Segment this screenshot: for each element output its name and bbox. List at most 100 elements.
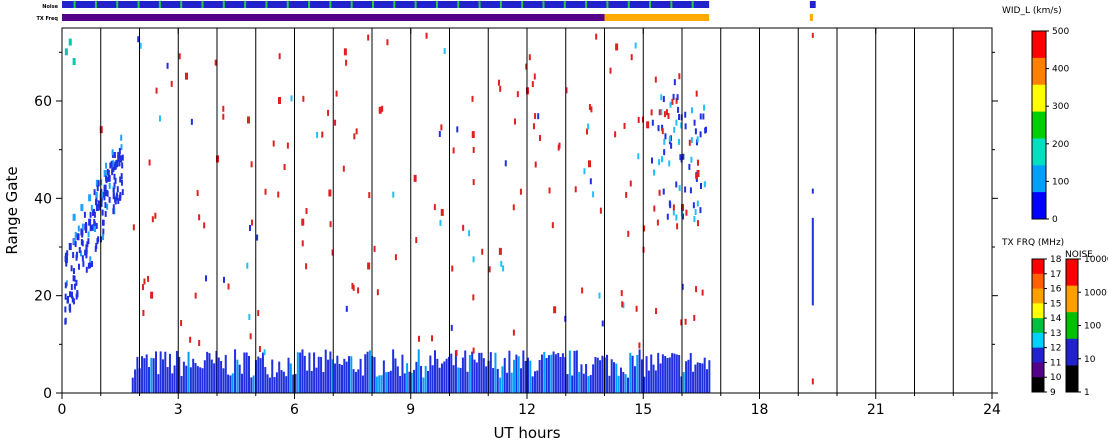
near-range-echo (194, 363, 197, 393)
near-range-echo (238, 364, 241, 393)
echo-cell (672, 93, 675, 100)
near-range-echo (610, 359, 613, 393)
data-point (64, 48, 68, 56)
echo-cell (75, 251, 78, 258)
echo-cell (634, 42, 637, 49)
echo-cell (223, 276, 226, 283)
echo-cell (121, 162, 124, 169)
near-range-echo (547, 355, 550, 393)
near-range-echo (510, 372, 513, 393)
near-range-echo (296, 352, 299, 393)
near-range-echo (468, 354, 471, 393)
echo-cell (90, 204, 93, 211)
echo-cell (694, 209, 697, 216)
near-range-echo (459, 367, 462, 393)
echo-cell (668, 135, 671, 142)
echo-cell (512, 204, 515, 211)
noise-strip-speckle (542, 1, 545, 8)
echo-cell (249, 333, 252, 340)
noise-strip-speckle (457, 1, 460, 8)
echo-cell (694, 128, 697, 135)
near-range-echo (317, 356, 320, 393)
echo-cell (80, 239, 83, 246)
near-range-echo (413, 369, 416, 393)
echo-cell (677, 106, 680, 113)
near-range-echo (501, 366, 504, 393)
echo-cell (103, 186, 106, 193)
x-axis-ticks: 0 3 6 9 12 15 18 21 24 (58, 28, 1001, 418)
echo-cell (635, 305, 638, 312)
near-range-echo (457, 367, 460, 393)
echo-cell (692, 202, 695, 209)
near-range-echo (447, 356, 450, 393)
near-range-echo (152, 358, 155, 393)
noise-strip-speckle (670, 1, 673, 8)
echo-cell (601, 320, 604, 327)
echo-cell (693, 119, 696, 126)
echo-cell (329, 221, 332, 228)
near-range-echo (666, 357, 669, 393)
echo-cell (586, 128, 589, 135)
echo-cell (664, 133, 667, 140)
echo-cell (697, 220, 700, 227)
data-point (696, 170, 700, 177)
echo-cell (695, 173, 698, 180)
echo-cell (676, 94, 679, 101)
echo-cell (669, 135, 672, 142)
colorbar-swatch (1032, 288, 1044, 304)
echo-cell (72, 275, 75, 282)
echo-cell (590, 106, 593, 113)
echo-cell (682, 153, 685, 160)
echo-cell (112, 187, 115, 194)
colorbar-swatch (1032, 332, 1044, 349)
near-range-echo (578, 372, 581, 393)
echo-cell (249, 224, 252, 231)
echo-cell (666, 213, 669, 220)
echo-cell (147, 275, 150, 282)
echo-cell (256, 234, 259, 241)
near-range-echo (399, 375, 402, 393)
colorbar-title: TX FRQ (MHz) (1001, 238, 1064, 248)
echo-cell (684, 318, 687, 325)
echo-cell (661, 156, 664, 163)
echo-cell (71, 296, 74, 303)
echo-cell (381, 105, 384, 112)
echo-cell (64, 317, 67, 324)
x-tick-label: 3 (174, 402, 183, 418)
noise-strip-speckle (691, 1, 694, 8)
near-range-echo (266, 374, 269, 393)
near-range-echo (380, 375, 383, 393)
near-range-echo (285, 376, 288, 393)
echo-cell (699, 113, 702, 120)
echo-cell (87, 231, 90, 238)
echo-cell (98, 204, 101, 211)
echo-cell (96, 185, 99, 192)
near-range-echo (327, 359, 330, 393)
near-range-echo (461, 357, 464, 393)
echo-cell (455, 350, 458, 357)
near-range-echo (422, 377, 425, 393)
echo-cell (93, 211, 96, 218)
echo-cell (431, 335, 434, 342)
near-range-echo (213, 363, 216, 393)
echo-cell (368, 192, 371, 199)
echo-cell (81, 231, 84, 238)
near-range-echo (440, 363, 443, 393)
data-point (88, 194, 92, 202)
near-range-echo (203, 360, 206, 393)
echo-cell (114, 177, 117, 184)
near-range-echo (403, 373, 406, 393)
near-range-echo (289, 363, 292, 393)
near-range-echo (329, 351, 332, 393)
near-range-echo (189, 367, 192, 393)
echo-cell (662, 188, 665, 195)
echo-cell (355, 128, 358, 135)
echo-cell (663, 149, 666, 156)
echo-cell (622, 302, 625, 309)
near-range-echo (168, 353, 171, 393)
echo-cell (668, 160, 671, 167)
echo-cell (699, 207, 702, 214)
echo-cell (112, 193, 115, 200)
echo-cell (95, 242, 98, 249)
noise-strip-speckle (244, 1, 247, 8)
